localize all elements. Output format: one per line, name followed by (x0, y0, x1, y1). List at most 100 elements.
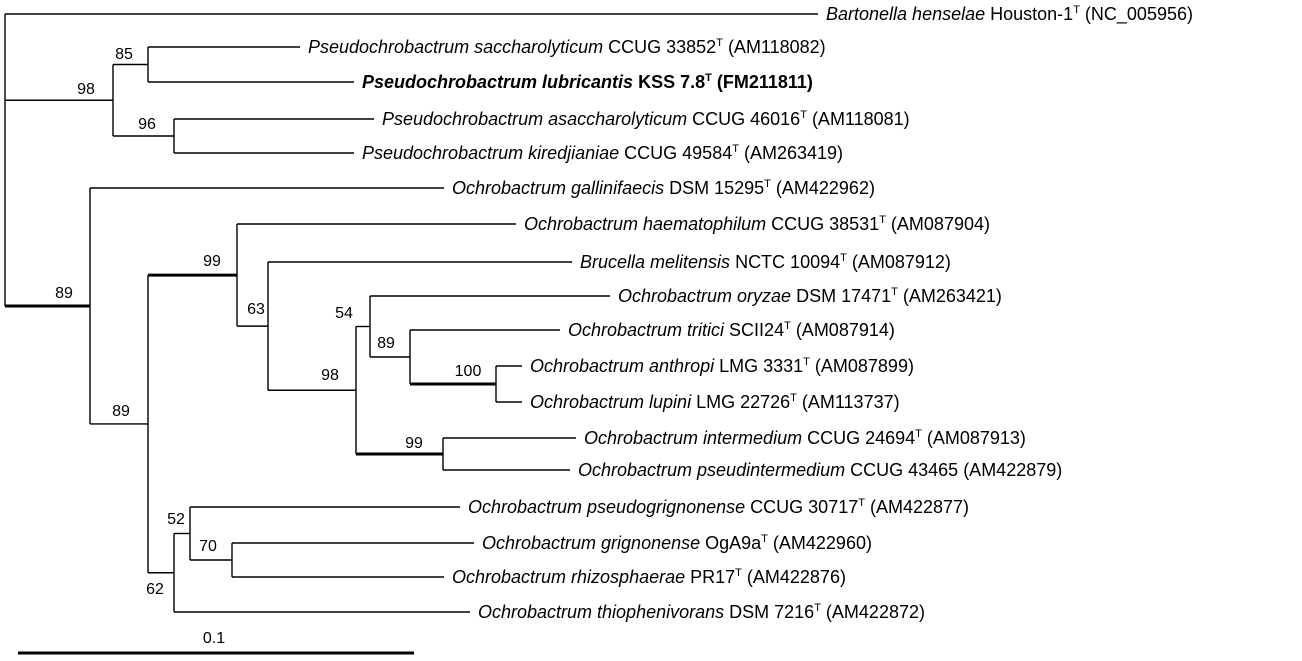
species-name: Pseudochrobactrum asaccharolyticum (382, 109, 687, 129)
accession-number: (NC_005956) (1080, 4, 1193, 25)
type-strain-mark: T (735, 567, 742, 579)
type-strain-mark: T (784, 320, 791, 332)
strain-name: CCUG 46016 (687, 109, 800, 129)
bootstrap-value: 85 (115, 46, 133, 63)
accession-number: (FM211811) (712, 72, 813, 92)
type-strain-mark: T (803, 356, 810, 368)
accession-number: (AM087912) (847, 252, 951, 272)
species-name: Bartonella henselae (826, 4, 985, 24)
strain-name: CCUG 33852 (603, 37, 716, 57)
accession-number: (AM263419) (739, 143, 843, 163)
accession-number: (AM263421) (898, 286, 1002, 306)
bootstrap-value: 89 (112, 403, 130, 420)
accession-number: (AM422877) (865, 497, 969, 517)
taxon-label: Ochrobactrum oryzae DSM 17471T (AM263421… (618, 286, 1002, 306)
bootstrap-value: 96 (138, 116, 156, 133)
type-strain-mark: T (764, 178, 771, 190)
species-name: Ochrobactrum rhizosphaerae (452, 567, 685, 587)
species-name: Ochrobactrum pseudintermedium (578, 460, 845, 480)
strain-name: DSM 17471 (791, 286, 891, 306)
scale-bar: 0.1 (18, 630, 414, 655)
species-name: Brucella melitensis (580, 252, 730, 272)
type-strain-mark: T (800, 109, 807, 121)
strain-name: CCUG 49584 (619, 143, 732, 163)
strain-name: DSM 15295 (664, 178, 764, 198)
strain-name: LMG 3331 (714, 356, 803, 376)
taxon-label: Ochrobactrum thiophenivorans DSM 7216T (… (478, 602, 925, 622)
type-strain-mark: T (840, 252, 847, 264)
tree-branches (4, 13, 818, 613)
accession-number: (AM113737) (797, 392, 900, 412)
species-name: Ochrobactrum gallinifaecis (452, 178, 664, 198)
strain-name: PR17 (685, 567, 735, 587)
accession-number: (AM422876) (742, 567, 846, 587)
type-strain-mark: T (1073, 4, 1080, 16)
strain-name: OgA9a (700, 533, 762, 553)
taxon-labels: Bartonella henselae Houston-1T (NC_00595… (308, 4, 1193, 622)
type-strain-mark: T (891, 286, 898, 298)
bootstrap-value: 98 (77, 81, 95, 98)
accession-number: (AM422960) (768, 533, 872, 553)
bootstrap-value: 99 (405, 435, 423, 452)
species-name: Ochrobactrum pseudogrignonense (468, 497, 745, 517)
taxon-label: Ochrobactrum gallinifaecis DSM 15295T (A… (452, 178, 875, 198)
species-name: Ochrobactrum thiophenivorans (478, 602, 724, 622)
taxon-label: Pseudochrobactrum lubricantis KSS 7.8T (… (362, 72, 813, 92)
strain-name: SCII24 (724, 320, 784, 340)
bootstrap-value: 89 (377, 335, 395, 352)
bootstrap-value: 62 (146, 581, 164, 598)
type-strain-mark: T (879, 214, 886, 226)
taxon-label: Brucella melitensis NCTC 10094T (AM08791… (580, 252, 951, 272)
taxon-label: Ochrobactrum lupini LMG 22726T (AM113737… (530, 392, 900, 412)
taxon-label: Ochrobactrum tritici SCII24T (AM087914) (568, 320, 895, 340)
accession-number: (AM118082) (723, 37, 826, 57)
species-name: Ochrobactrum grignonense (482, 533, 700, 553)
species-name: Ochrobactrum haematophilum (524, 214, 766, 234)
taxon-label: Ochrobactrum grignonense OgA9aT (AM42296… (482, 533, 872, 553)
strain-name: CCUG 38531 (766, 214, 879, 234)
strain-name: KSS 7.8 (633, 72, 705, 92)
bootstrap-values: 85 98 96 89 89 99 63 54 89 100 98 99 52 70 62 (55, 46, 481, 598)
accession-number: (AM118081) (807, 109, 910, 129)
accession-number: (AM422879) (958, 460, 1062, 480)
type-strain-mark: T (761, 533, 768, 545)
taxon-label: Pseudochrobactrum saccharolyticum CCUG 3… (308, 37, 826, 57)
type-strain-mark: T (814, 602, 821, 614)
taxon-label: Pseudochrobactrum asaccharolyticum CCUG … (382, 109, 910, 129)
taxon-label: Ochrobactrum intermedium CCUG 24694T (AM… (584, 428, 1026, 448)
strain-name: NCTC 10094 (730, 252, 840, 272)
taxon-label: Ochrobactrum haematophilum CCUG 38531T (… (524, 214, 990, 234)
strain-name: CCUG 24694 (802, 428, 915, 448)
bootstrap-value: 89 (55, 285, 73, 302)
species-name: Ochrobactrum anthropi (530, 356, 715, 376)
type-strain-mark: T (858, 497, 865, 509)
taxon-label: Ochrobactrum pseudintermedium CCUG 43465… (578, 460, 1062, 480)
species-name: Pseudochrobactrum saccharolyticum (308, 37, 603, 57)
accession-number: (AM087914) (791, 320, 895, 340)
taxon-label: Ochrobactrum anthropi LMG 3331T (AM08789… (530, 356, 914, 376)
bootstrap-value: 54 (335, 305, 353, 322)
taxon-label: Bartonella henselae Houston-1T (NC_00595… (826, 4, 1193, 25)
accession-number: (AM087904) (886, 214, 990, 234)
species-name: Pseudochrobactrum lubricantis (362, 72, 633, 92)
bootstrap-value: 99 (203, 253, 221, 270)
species-name: Ochrobactrum tritici (568, 320, 725, 340)
strain-name: LMG 22726 (691, 392, 790, 412)
species-name: Ochrobactrum intermedium (584, 428, 802, 448)
type-strain-mark: T (705, 72, 712, 84)
strain-name: Houston-1 (985, 4, 1073, 24)
bootstrap-value: 70 (199, 538, 217, 555)
type-strain-mark: T (790, 392, 797, 404)
type-strain-mark: T (915, 428, 922, 440)
accession-number: (AM422962) (771, 178, 875, 198)
strain-name: CCUG 30717 (745, 497, 858, 517)
bootstrap-value: 100 (455, 363, 482, 380)
accession-number: (AM087899) (810, 356, 914, 376)
type-strain-mark: T (716, 37, 723, 49)
taxon-label: Ochrobactrum pseudogrignonense CCUG 3071… (468, 497, 969, 517)
taxon-label: Pseudochrobactrum kiredjianiae CCUG 4958… (362, 143, 843, 163)
species-name: Ochrobactrum oryzae (618, 286, 791, 306)
taxon-label: Ochrobactrum rhizosphaerae PR17T (AM4228… (452, 567, 846, 587)
bootstrap-value: 63 (247, 301, 265, 318)
